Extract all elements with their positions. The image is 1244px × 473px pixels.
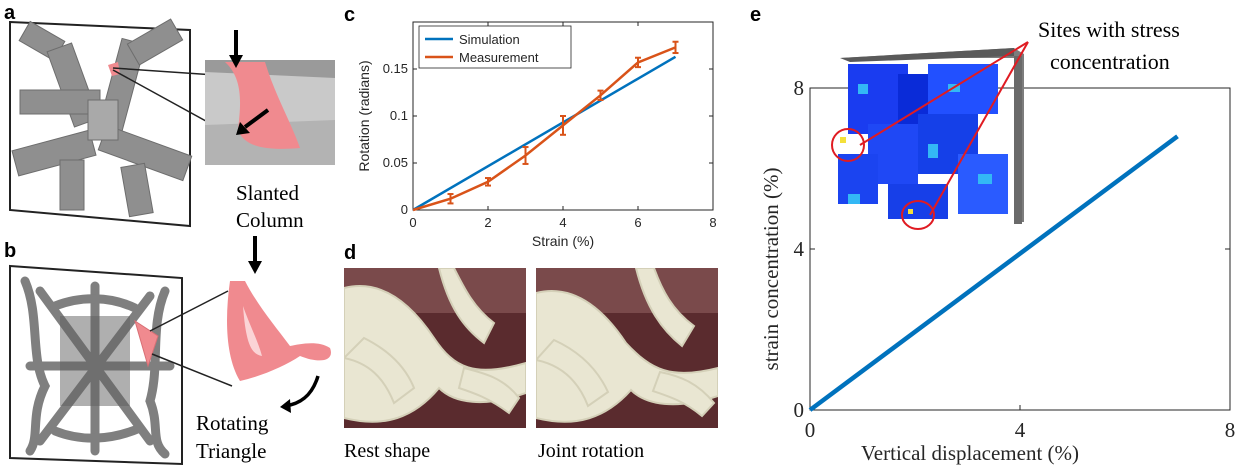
- y-tick-label: 0.15: [383, 61, 408, 76]
- rotation-vs-strain-chart: 0 2 4 6 8 0 0.05 0.1 0.15 Strain (%) Rotation (rad…: [356, 21, 717, 249]
- joint-rotation-caption: Joint rotation: [538, 440, 645, 462]
- y-tick-label: 0: [401, 202, 408, 217]
- y-tick-label: 0.05: [383, 155, 408, 170]
- x-axis-label: Vertical displacement (%): [861, 441, 1079, 465]
- x-axis-label: Strain (%): [532, 233, 594, 249]
- panel-c-letter: c: [344, 4, 356, 26]
- y-tick-label: 8: [794, 76, 805, 100]
- x-tick-label: 4: [1015, 418, 1026, 442]
- strain-concentration-chart: 0 4 8 0 4 8 Vertical displacement (%) strain co…: [759, 76, 1235, 465]
- legend-label: Simulation: [459, 32, 520, 47]
- chart-c-axes: 0 2 4 6 8 0 0.05 0.1 0.15 Strain (%) Rotation (rad…: [356, 21, 717, 249]
- y-tick-label: 4: [794, 237, 805, 261]
- y-axis-label: Rotation (radians): [356, 60, 372, 171]
- series-line-simulation: [412, 55, 677, 212]
- panel-b-label-line1: Rotating: [196, 411, 269, 435]
- panel-a-slanted-column-render: [9, 18, 335, 228]
- x-tick-label: 0: [805, 418, 816, 442]
- x-tick-label: 4: [559, 215, 566, 230]
- series-line-measurement: [412, 46, 676, 212]
- x-tick-label: 8: [709, 215, 716, 230]
- panel-b-label-line2: Triangle: [196, 439, 267, 463]
- rest-shape-photo: [344, 268, 526, 428]
- stress-callout-line1: Sites with stress: [1038, 17, 1180, 42]
- x-tick-label: 8: [1225, 418, 1236, 442]
- rest-shape-caption: Rest shape: [344, 440, 431, 462]
- chart-c-series: [412, 40, 679, 212]
- stress-heatmap-inset: [831, 48, 1024, 230]
- y-tick-label: 0: [794, 398, 805, 422]
- stress-callout-line2: concentration: [1050, 49, 1170, 74]
- joint-rotation-photo: [536, 268, 718, 428]
- legend-label: Measurement: [459, 50, 539, 65]
- panel-a-label-line2: Column: [236, 208, 304, 232]
- panel-e-letter: e: [750, 4, 762, 26]
- x-tick-label: 0: [409, 215, 416, 230]
- panel-b-letter: b: [4, 240, 17, 262]
- panel-a-label-line1: Slanted: [236, 181, 299, 205]
- panel-a-letter: a: [4, 2, 16, 24]
- chart-e-series: [808, 134, 1179, 412]
- panel-b-rotating-triangle-render: [9, 236, 331, 466]
- strain-series-line: [808, 134, 1179, 412]
- chart-e-axes: 0 4 8 0 4 8 Vertical displacement (%) strain co…: [759, 76, 1235, 465]
- y-tick-label: 0.1: [390, 108, 408, 123]
- x-tick-label: 2: [484, 215, 491, 230]
- stress-callout-leaders: [859, 41, 1029, 216]
- x-tick-label: 6: [634, 215, 641, 230]
- legend-box: [418, 25, 572, 69]
- chart-c-legend: Simulation Measurement: [418, 25, 572, 69]
- panel-d-letter: d: [344, 242, 357, 264]
- y-axis-label: strain concentration (%): [759, 168, 783, 371]
